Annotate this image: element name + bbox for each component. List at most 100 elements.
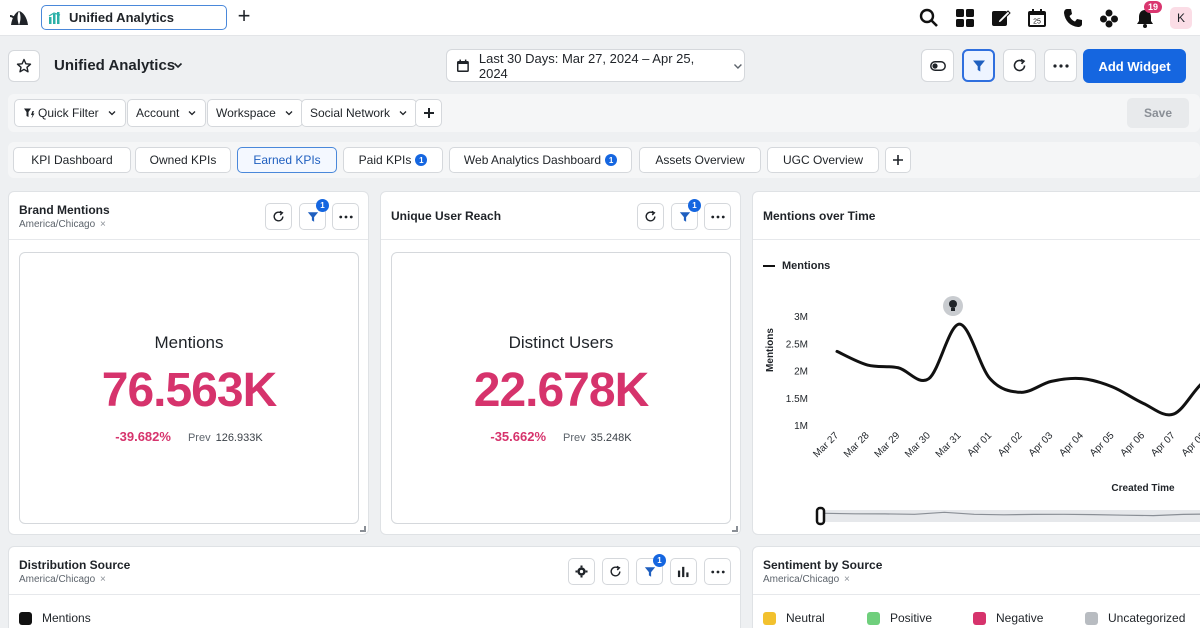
add-tab-button[interactable] (885, 147, 911, 173)
y-tick-label: 1.5M (786, 394, 808, 405)
widget-filter-button[interactable]: 1 (636, 554, 666, 585)
dashboard-tabs: KPI Dashboard Owned KPIs Earned KPIs Pai… (8, 142, 1200, 178)
kpi-change: -35.662% (490, 429, 547, 444)
tab-paid-kpis[interactable]: Paid KPIs 1 (343, 147, 443, 173)
legend-swatch (763, 265, 775, 267)
quick-filter-dropdown[interactable]: Quick Filter (14, 99, 126, 127)
chart-type-button[interactable] (670, 558, 697, 585)
save-button[interactable]: Save (1127, 98, 1189, 128)
community-icon[interactable] (1098, 7, 1120, 29)
tab-owned-kpis[interactable]: Owned KPIs (135, 147, 231, 173)
calendar-icon[interactable]: 25 (1026, 7, 1048, 29)
y-tick-label: 1M (794, 421, 808, 432)
tab-label: Paid KPIs (358, 153, 412, 167)
close-icon[interactable]: × (99, 574, 106, 585)
legend-label: Negative (996, 611, 1044, 625)
widget-more-button[interactable] (704, 558, 731, 585)
add-filter-button[interactable] (415, 99, 442, 127)
timezone-label: America/Chicago (19, 574, 96, 585)
widget-timezone: America/Chicago × (19, 574, 106, 585)
legend-swatch (763, 611, 776, 625)
refresh-button[interactable] (1003, 49, 1036, 82)
legend-item-positive[interactable]: Positive (867, 611, 932, 625)
svg-text:25: 25 (1033, 19, 1041, 26)
widget-filter-button[interactable]: 1 (299, 199, 329, 230)
range-navigator-track (825, 510, 1200, 522)
widget-header: Mentions over Time (753, 192, 1200, 240)
tab-earned-kpis[interactable]: Earned KPIs (237, 147, 337, 173)
legend-item-negative[interactable]: Negative (973, 611, 1043, 625)
refresh-button[interactable] (265, 203, 292, 230)
close-icon[interactable]: × (99, 219, 106, 230)
resize-handle[interactable] (360, 526, 366, 532)
more-options-button[interactable] (1044, 49, 1077, 82)
tab-label: UGC Overview (782, 153, 863, 167)
resize-handle[interactable] (732, 526, 738, 532)
search-icon[interactable] (918, 7, 940, 29)
timezone-label: America/Chicago (763, 574, 840, 585)
kpi-change: -39.682% (115, 429, 171, 444)
refresh-button[interactable] (602, 558, 629, 585)
widget-more-button[interactable] (704, 203, 731, 230)
tab-kpi-dashboard[interactable]: KPI Dashboard (13, 147, 131, 173)
widget-header: Brand Mentions America/Chicago × 1 (9, 192, 368, 240)
chevron-down-icon (188, 111, 196, 116)
compose-icon[interactable] (990, 7, 1012, 29)
y-tick-label: 2.5M (786, 339, 808, 350)
account-filter-dropdown[interactable]: Account (127, 99, 207, 127)
new-tab-plus-icon[interactable]: + (237, 3, 251, 28)
calendar-icon (456, 59, 469, 72)
legend-item-uncategorized[interactable]: Uncategorized (1085, 611, 1185, 625)
chart-legend[interactable]: Mentions (763, 260, 830, 272)
close-icon[interactable]: × (843, 574, 850, 585)
filter-button[interactable] (962, 49, 995, 82)
widget-more-button[interactable] (332, 203, 359, 230)
social-network-filter-dropdown[interactable]: Social Network (301, 99, 418, 127)
top-icon-bar: 25 19 K (904, 0, 1200, 36)
add-widget-button[interactable]: Add Widget (1083, 49, 1186, 83)
more-horizontal-icon (710, 570, 725, 573)
date-range-picker[interactable]: Last 30 Days: Mar 27, 2024 – Apr 25, 202… (446, 49, 745, 82)
favorite-button[interactable] (8, 50, 40, 82)
kpi-card: Mentions 76.563K -39.682% Prev 126.933K (19, 252, 359, 524)
avatar[interactable]: K (1170, 7, 1192, 29)
analytics-icon (48, 11, 61, 24)
app-tab-unified-analytics[interactable]: Unified Analytics (41, 5, 227, 30)
x-axis-ticks: Mar 27 Mar 28 Mar 29 Mar 30 Mar 31 Apr 01 Apr … (811, 430, 1200, 460)
widget-header: Sentiment by Source America/Chicago × (753, 547, 1200, 595)
toggle-view-button[interactable] (921, 49, 954, 82)
refresh-icon (1013, 58, 1026, 72)
tab-assets-overview[interactable]: Assets Overview (639, 147, 761, 173)
gear-icon (575, 565, 588, 578)
legend-item-neutral[interactable]: Neutral (763, 611, 825, 625)
y-axis-label: Mentions (765, 328, 776, 372)
more-horizontal-icon (1052, 63, 1069, 68)
tab-web-analytics-dashboard[interactable]: Web Analytics Dashboard 1 (449, 147, 632, 173)
x-tick-label: Apr 02 (996, 430, 1025, 459)
tab-label: Earned KPIs (253, 153, 321, 167)
chart-legend[interactable]: Mentions (19, 611, 91, 625)
quick-filter-label: Quick Filter (38, 106, 99, 120)
widget-filter-button[interactable]: 1 (671, 199, 701, 230)
kpi-prev-value: 126.933K (215, 432, 263, 444)
widget-settings-button[interactable] (568, 558, 595, 585)
chevron-down-icon (173, 62, 183, 69)
refresh-button[interactable] (637, 203, 664, 230)
title-dropdown-button[interactable] (168, 55, 188, 75)
filter-count-badge: 1 (653, 554, 666, 567)
x-tick-label: Mar 29 (873, 430, 903, 460)
legend-swatch (867, 611, 880, 625)
bell-icon[interactable]: 19 (1134, 1, 1163, 29)
workspace-filter-dropdown[interactable]: Workspace (207, 99, 303, 127)
brand-logo-icon[interactable] (8, 7, 30, 29)
tab-ugc-overview[interactable]: UGC Overview (767, 147, 879, 173)
legend-label: Neutral (786, 611, 825, 625)
filter-icon (679, 211, 690, 222)
top-bar: Unified Analytics + 25 19 K (0, 0, 1200, 36)
chevron-down-icon (734, 63, 743, 69)
apps-grid-icon[interactable] (954, 7, 976, 29)
tab-label: KPI Dashboard (31, 153, 113, 167)
star-icon (16, 58, 32, 73)
phone-icon[interactable] (1062, 7, 1084, 29)
